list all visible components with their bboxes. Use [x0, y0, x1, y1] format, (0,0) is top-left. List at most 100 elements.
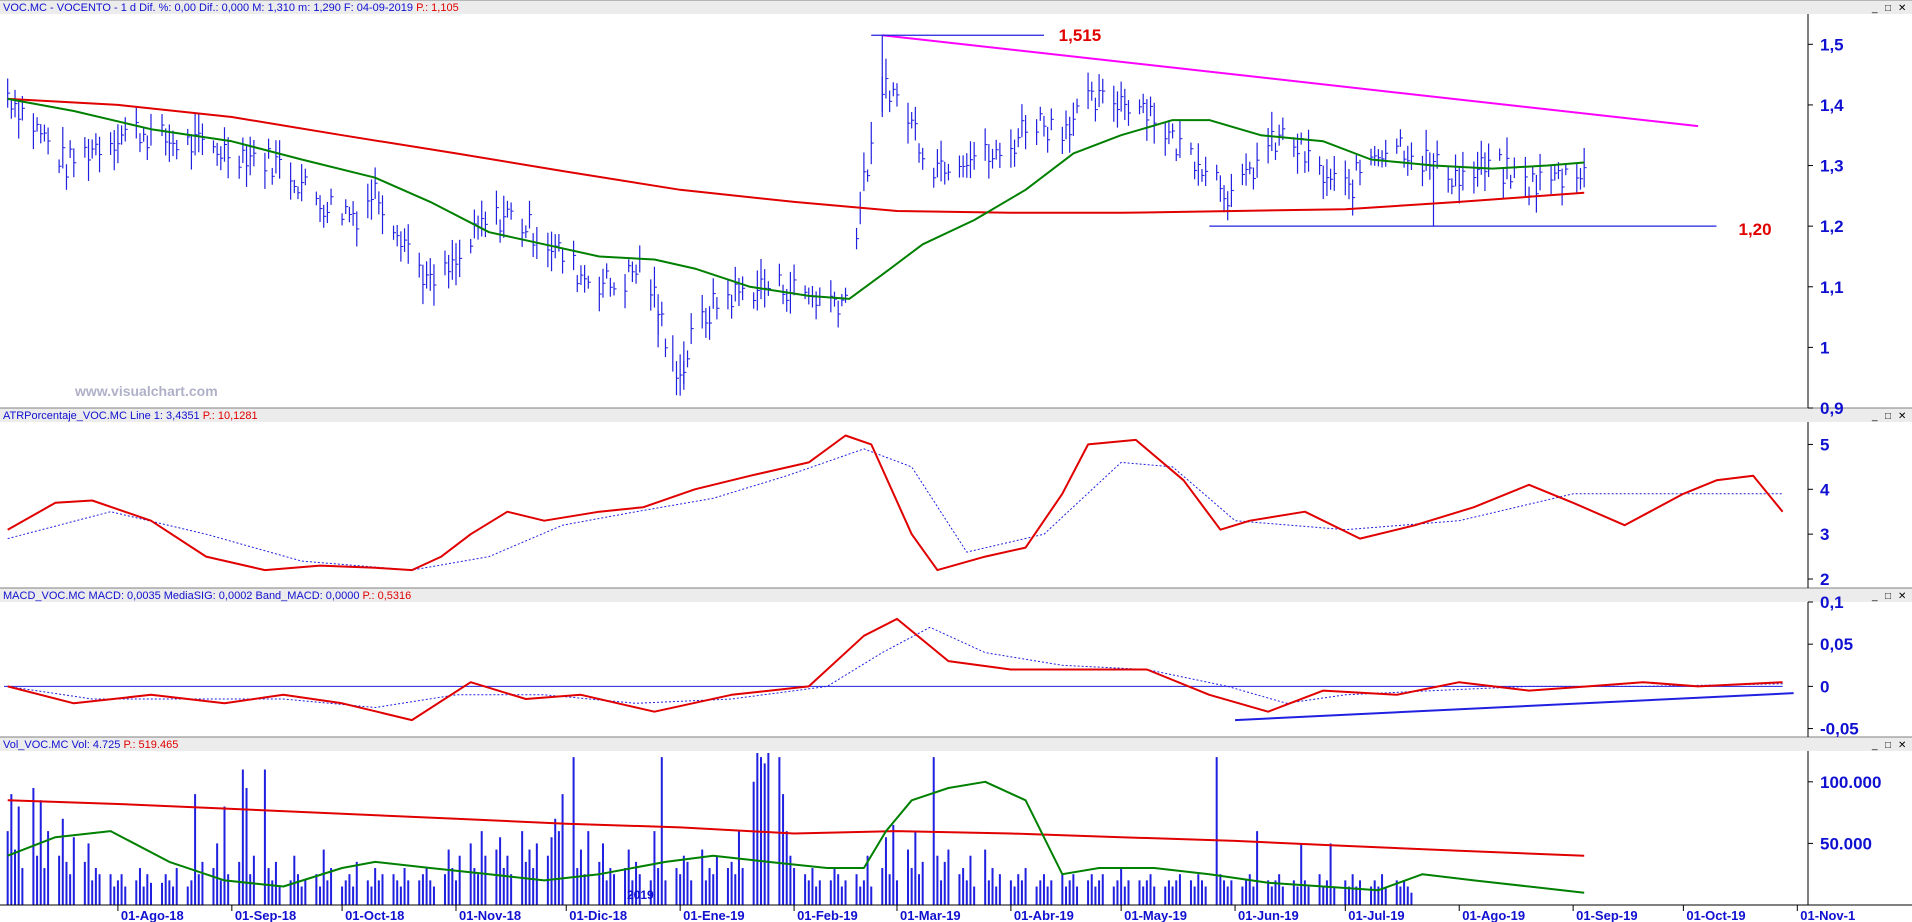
price-bar — [606, 263, 610, 279]
price-bar — [172, 130, 176, 157]
price-bar — [1554, 165, 1558, 181]
volume-header-bar — [0, 737, 1912, 751]
price-bar — [708, 306, 713, 340]
price-bar — [628, 259, 632, 273]
atr-y-tick-label-2: 4 — [1820, 480, 1830, 499]
macd-header-part-1: P.: 0,5316 — [359, 590, 411, 602]
atr-maximize-button[interactable]: □ — [1885, 411, 1891, 422]
price-bar — [1127, 100, 1131, 126]
price-bar — [267, 138, 272, 159]
atr-y-tick-label-3: 5 — [1820, 435, 1829, 454]
atr-signal-line — [7, 448, 1783, 571]
price-bar — [1359, 159, 1363, 186]
price-bar — [1451, 178, 1455, 195]
price-bar — [451, 239, 455, 280]
price-bar — [528, 200, 532, 229]
price-bar — [1021, 104, 1025, 138]
price-bar — [1307, 129, 1312, 172]
price-bar — [1355, 154, 1359, 171]
price-bar — [139, 133, 143, 153]
price-bar — [378, 191, 382, 215]
macd-panel[interactable] — [4, 617, 1794, 722]
price-bar — [1407, 145, 1411, 176]
price-bar — [36, 117, 40, 132]
price-bar — [804, 285, 808, 300]
x-tick-label-6: 01-Feb-19 — [797, 908, 858, 922]
price-bar — [348, 206, 352, 223]
price-bar — [738, 277, 742, 307]
volume-close-button[interactable]: ✕ — [1898, 740, 1906, 751]
price-y-tick-label-6: 1,5 — [1820, 35, 1844, 54]
price-maximize-button[interactable]: □ — [1885, 3, 1891, 14]
price-panel[interactable]: 1,515 1,20 www.visualchart.com — [7, 26, 1772, 399]
price-bar — [62, 126, 66, 169]
price-bar — [426, 261, 430, 289]
price-bar — [448, 254, 452, 289]
price-bar — [1579, 168, 1583, 190]
price-bar — [793, 264, 797, 296]
price-bar — [212, 140, 216, 154]
volume-maximize-button[interactable]: □ — [1885, 740, 1891, 751]
price-minimize-button[interactable]: _ — [1871, 3, 1878, 14]
volume-minimize-button[interactable]: _ — [1871, 740, 1878, 751]
price-bar — [866, 169, 871, 182]
price-bar — [936, 149, 940, 178]
price-bar — [602, 268, 606, 298]
price-bar — [1502, 167, 1506, 199]
price-bar — [249, 136, 253, 176]
price-bar — [356, 211, 360, 247]
price-bar — [558, 234, 562, 252]
price-bar — [499, 219, 503, 243]
price-bar — [396, 224, 400, 247]
price-bar — [1304, 151, 1308, 173]
price-bar — [837, 300, 841, 328]
volume-panel[interactable]: 2019 — [6, 753, 1585, 905]
macd-y-tick-label-1: 0 — [1820, 677, 1829, 696]
price-ma-long-line — [7, 97, 1585, 214]
price-close-button[interactable]: ✕ — [1898, 3, 1906, 14]
price-bar — [870, 121, 874, 165]
price-bar — [731, 294, 735, 319]
price-bar — [1410, 142, 1414, 171]
price-bar — [1017, 128, 1021, 148]
price-bar — [18, 99, 22, 139]
price-bar — [470, 238, 474, 254]
macd-y-tick-label-0: -0,05 — [1820, 720, 1859, 739]
price-bar — [1296, 133, 1301, 174]
atr-panel[interactable] — [7, 434, 1784, 572]
price-bar — [481, 200, 485, 237]
x-tick-label-7: 01-Mar-19 — [900, 908, 961, 922]
price-bar — [117, 124, 121, 164]
price-bar — [1069, 116, 1073, 153]
price-bar — [374, 167, 378, 199]
price-y-tick-label-5: 1,4 — [1820, 96, 1844, 115]
price-bar — [98, 136, 103, 173]
price-bar — [1535, 174, 1539, 213]
price-bar — [635, 264, 639, 284]
price-bar — [1230, 173, 1234, 208]
price-bar — [506, 200, 510, 218]
price-bar — [841, 294, 845, 307]
atr-header-bar — [0, 408, 1912, 422]
price-bar — [988, 144, 992, 179]
macd-minimize-button[interactable]: _ — [1871, 591, 1878, 602]
atr-minimize-button[interactable]: _ — [1871, 411, 1878, 422]
price-bar — [84, 137, 88, 158]
price-bar — [444, 250, 448, 276]
price-bar — [675, 361, 679, 396]
price-bar — [1462, 151, 1466, 191]
macd-maximize-button[interactable]: □ — [1885, 591, 1891, 602]
price-header-part-1: P.: 1,105 — [413, 2, 459, 14]
macd-close-button[interactable]: ✕ — [1898, 591, 1906, 602]
atr-close-button[interactable]: ✕ — [1898, 411, 1906, 422]
price-annotation-0: 1,515 — [1059, 26, 1102, 45]
price-bar — [32, 113, 36, 150]
price-bar — [1013, 139, 1018, 167]
price-bar — [1267, 127, 1271, 164]
price-bar — [1153, 102, 1157, 144]
macd-signal-line — [7, 626, 1783, 708]
price-bar — [756, 270, 760, 311]
price-bar — [532, 233, 536, 258]
price-bar — [455, 243, 459, 286]
